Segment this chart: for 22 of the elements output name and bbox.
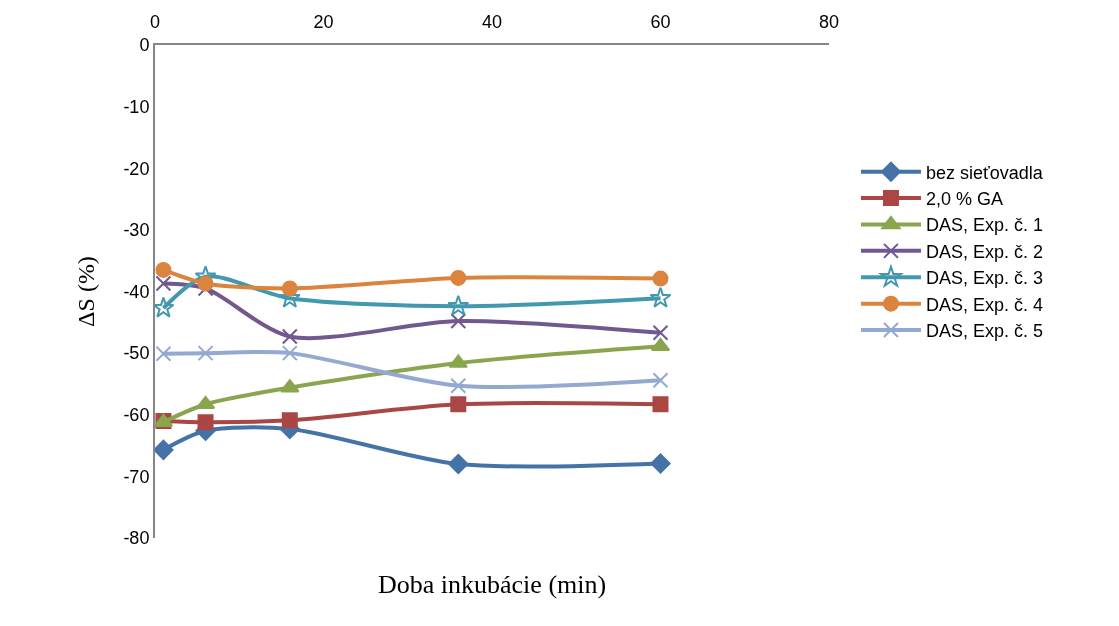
- y-tick-label: -60: [123, 405, 150, 426]
- y-tick-label: -70: [123, 466, 150, 487]
- x-tick-label: 80: [818, 11, 840, 32]
- x-tick-label: 40: [481, 11, 503, 32]
- legend-label: DAS, Exp. č. 2: [925, 241, 1044, 262]
- y-tick-label: -20: [123, 158, 150, 179]
- y-tick-label: -30: [123, 220, 150, 241]
- x-tick-label: 20: [313, 11, 334, 32]
- legend-label: DAS, Exp. č. 4: [925, 294, 1044, 315]
- y-axis-title: ΔS (%): [72, 256, 99, 327]
- legend-label: DAS, Exp. č. 5: [925, 321, 1044, 342]
- legend-label: bez sieťovadla: [925, 162, 1044, 183]
- legend-label: DAS, Exp. č. 1: [925, 215, 1044, 236]
- x-tick-label: 60: [650, 11, 671, 32]
- y-tick-label: 0: [139, 35, 150, 56]
- y-tick-label: -80: [123, 528, 150, 549]
- x-axis-title: Doba inkubácie (min): [378, 570, 607, 599]
- y-tick-label: -50: [123, 343, 150, 364]
- y-tick-label: -40: [123, 281, 150, 302]
- y-tick-label: -10: [123, 96, 150, 117]
- legend-label: DAS, Exp. č. 3: [925, 268, 1044, 289]
- legend-label: 2,0 % GA: [925, 189, 1004, 210]
